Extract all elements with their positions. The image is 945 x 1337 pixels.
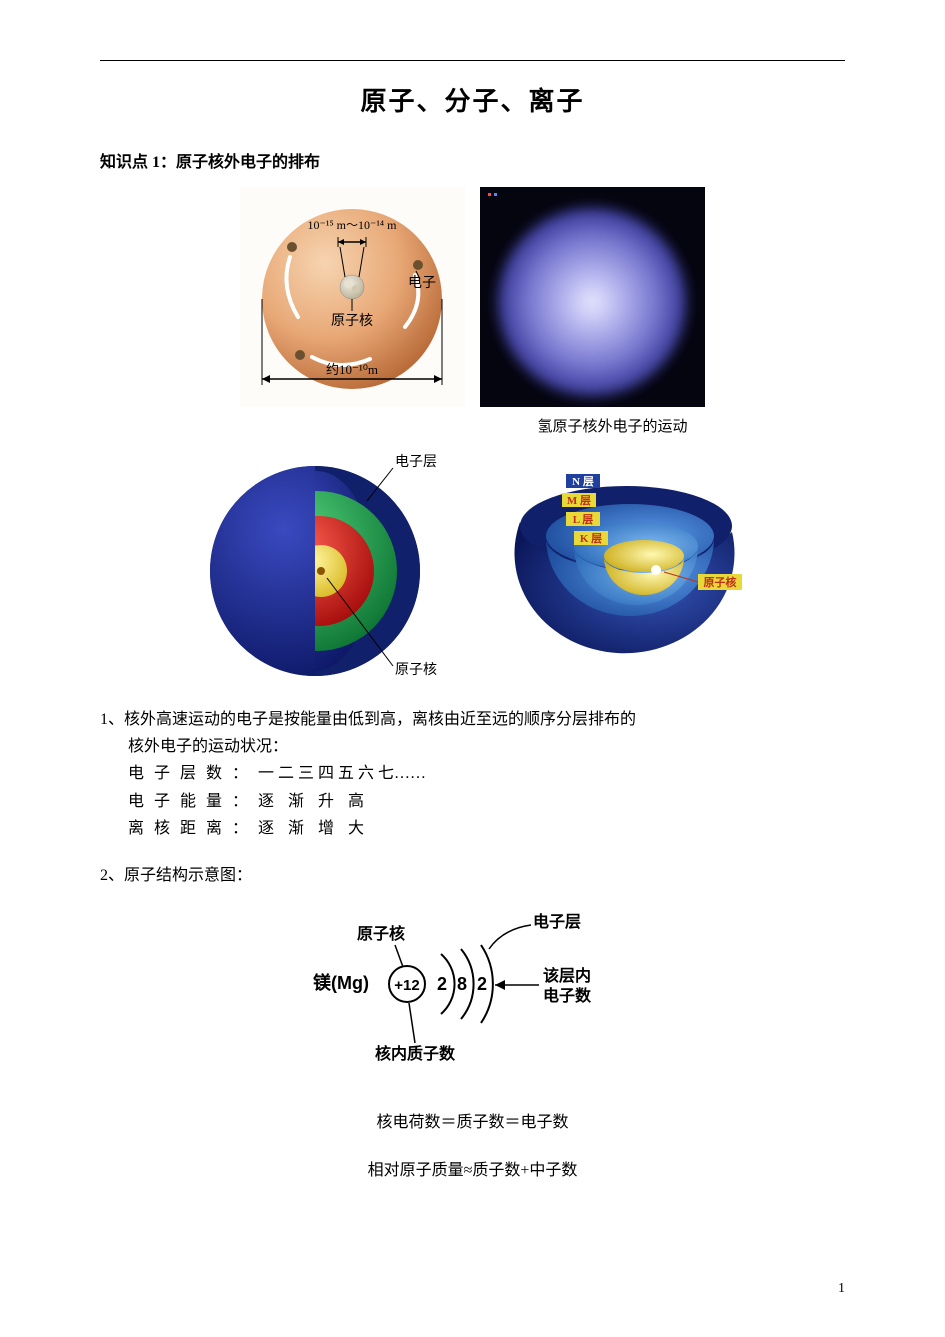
equations: 核电荷数＝质子数＝电子数 相对原子质量≈质子数+中子数 [100, 1099, 845, 1195]
eq2: 相对原子质量≈质子数+中子数 [100, 1147, 845, 1195]
part2-heading: 2、原子结构示意图： [100, 862, 845, 889]
row-shells-label: 电子层数： [128, 765, 258, 782]
tag-k: K 层 [580, 532, 602, 545]
figure-shells-klmn: N 层 M 层 L 层 K 层 原子核 [470, 446, 750, 686]
page-number: 1 [838, 1281, 845, 1297]
row-shells-val: 一 二 三 四 五 六 七…… [258, 765, 426, 782]
nucleus-label: 原子核 [331, 313, 373, 329]
nucleus-label-2: 原子核 [395, 662, 437, 678]
body-text-1: 1、核外高速运动的电子是按能量由低到高，离核由近至远的顺序分层排布的 核外电子的… [100, 706, 845, 842]
line2: 核外电子的运动状况： [100, 733, 845, 760]
mg-lbl-proton: 核内质子数 [375, 1044, 456, 1063]
electron-label: 电子 [408, 275, 436, 291]
mg-shell-2: 2 [477, 974, 487, 994]
dim-bottom-label: 约10⁻¹⁰m [326, 362, 378, 377]
figure-mg-structure: 镁(Mg) +12 2 8 2 原子核 电子层 核内质子数 该层内 电子数 [100, 899, 845, 1069]
shell-label: 电子层 [395, 454, 437, 470]
mg-charge: +12 [394, 977, 419, 994]
page-title: 原子、分子、离子 [100, 81, 845, 118]
mg-lbl-count-2: 电子数 [543, 986, 592, 1005]
caption-electron-cloud: 氢原子核外电子的运动 [380, 415, 845, 436]
row-dist-val: 逐渐增大 [258, 820, 378, 837]
mg-lbl-nucleus: 原子核 [357, 924, 405, 943]
figure-electron-cloud [480, 187, 705, 407]
figure-row-2: 电子层 原子核 [100, 446, 845, 686]
tag-m: M 层 [567, 494, 591, 507]
tag-l: L 层 [573, 513, 593, 526]
row-energy-val: 逐渐升高 [258, 793, 378, 810]
figure-atom-size: 10⁻¹⁵ m～10⁻¹⁴ m 约10⁻¹⁰m 原子核 电子 [240, 187, 465, 407]
dim-top-label: 10⁻¹⁵ m～10⁻¹⁴ m [308, 218, 398, 232]
line1: 1、核外高速运动的电子是按能量由低到高，离核由近至远的顺序分层排布的 [100, 711, 636, 728]
mg-element-label: 镁(Mg) [313, 972, 369, 993]
mg-lbl-shell: 电子层 [533, 912, 581, 931]
row-dist-label: 离核距离： [128, 820, 258, 837]
row-energy-label: 电子能量： [128, 793, 258, 810]
top-rule [100, 60, 845, 61]
tag-nucleus: 原子核 [704, 575, 737, 589]
figure-shells-cutaway: 电子层 原子核 [195, 446, 455, 686]
tag-n: N 层 [572, 475, 594, 488]
mg-shell-1: 8 [457, 974, 467, 994]
figure-row-1: 10⁻¹⁵ m～10⁻¹⁴ m 约10⁻¹⁰m 原子核 电子 [100, 187, 845, 407]
mg-lbl-count-1: 该层内 [543, 966, 591, 985]
section1-heading: 知识点 1：原子核外电子的排布 [100, 148, 845, 172]
eq1: 核电荷数＝质子数＝电子数 [100, 1099, 845, 1147]
mg-shell-0: 2 [437, 974, 447, 994]
